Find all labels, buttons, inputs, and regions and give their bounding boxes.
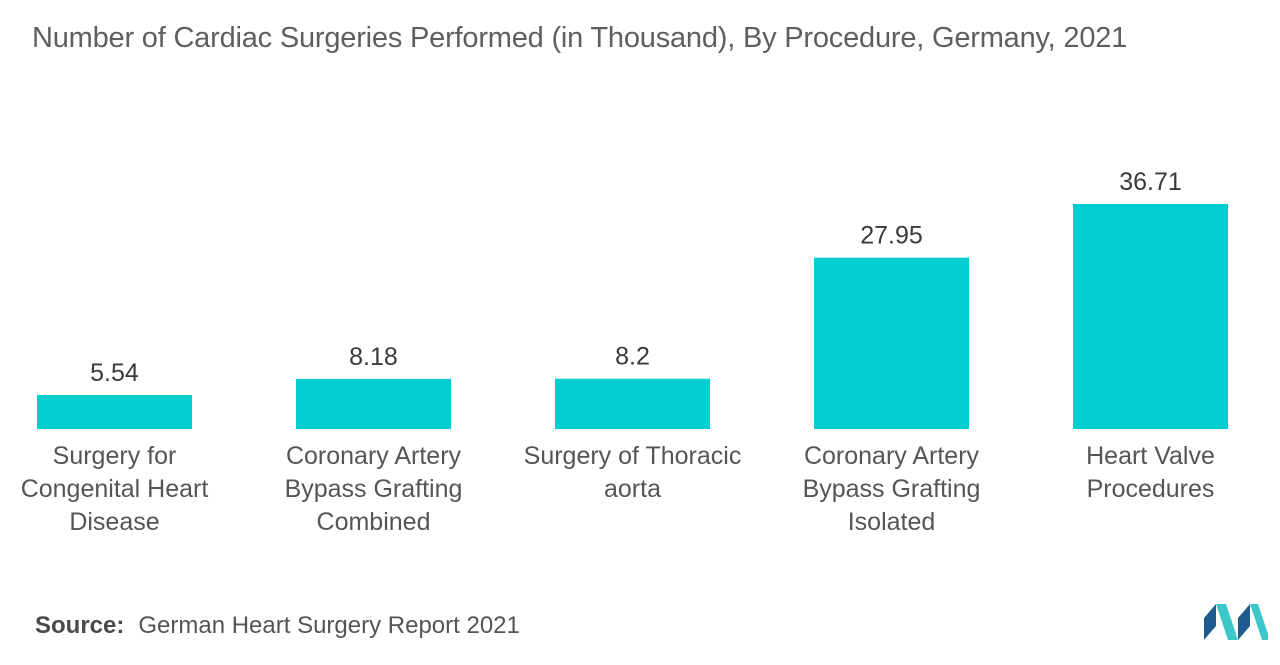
category-label-1: Coronary Artery Bypass Grafting Combined	[285, 442, 463, 536]
category-label-3: Coronary Artery Bypass Grafting Isolated	[803, 442, 981, 536]
logo-middle-stroke	[1216, 604, 1238, 640]
category-label-0: Surgery for Congenital Heart Disease	[21, 442, 209, 536]
category-label-0-line-2: Disease	[69, 508, 159, 536]
category-label-0-line-1: Congenital Heart	[21, 475, 209, 503]
bar-chart: 5.54 Surgery for Congenital Heart Disease 8.…	[21, 168, 1228, 536]
bar-2	[555, 378, 710, 429]
category-label-1-line-1: Bypass Grafting	[285, 475, 463, 503]
category-label-4-line-1: Procedures	[1087, 475, 1215, 503]
category-label-2-line-0: Surgery of Thoracic	[524, 442, 742, 470]
category-label-0-line-0: Surgery for	[53, 442, 177, 470]
bar-1	[296, 378, 451, 429]
bar-0	[37, 395, 192, 429]
logo-left-stroke	[1204, 604, 1216, 640]
source-label: Source:	[35, 612, 125, 639]
value-label-1: 8.18	[349, 343, 398, 371]
value-label-4: 36.71	[1119, 168, 1182, 196]
mordor-intelligence-logo-icon	[1204, 604, 1268, 640]
chart-title: Number of Cardiac Surgeries Performed (i…	[32, 22, 1128, 54]
category-label-3-line-0: Coronary Artery	[804, 442, 980, 470]
source-note: Source: German Heart Surgery Report 2021	[35, 612, 520, 640]
category-label-2: Surgery of Thoracic aorta	[524, 442, 742, 503]
category-label-3-line-2: Isolated	[848, 508, 936, 536]
logo-right-stroke	[1238, 604, 1250, 640]
category-label-1-line-0: Coronary Artery	[286, 442, 462, 470]
logo-tail-stroke	[1250, 604, 1268, 640]
source-text: German Heart Surgery Report 2021	[138, 612, 520, 639]
value-label-2: 8.2	[615, 343, 650, 371]
category-label-4-line-0: Heart Valve	[1086, 442, 1215, 470]
category-label-2-line-1: aorta	[604, 475, 661, 503]
bar-4	[1073, 204, 1228, 429]
category-label-4: Heart Valve Procedures	[1086, 442, 1215, 503]
category-label-3-line-1: Bypass Grafting	[803, 475, 981, 503]
value-label-3: 27.95	[860, 222, 923, 250]
bar-3	[814, 257, 969, 429]
category-label-1-line-2: Combined	[317, 508, 431, 536]
value-label-0: 5.54	[90, 359, 139, 387]
